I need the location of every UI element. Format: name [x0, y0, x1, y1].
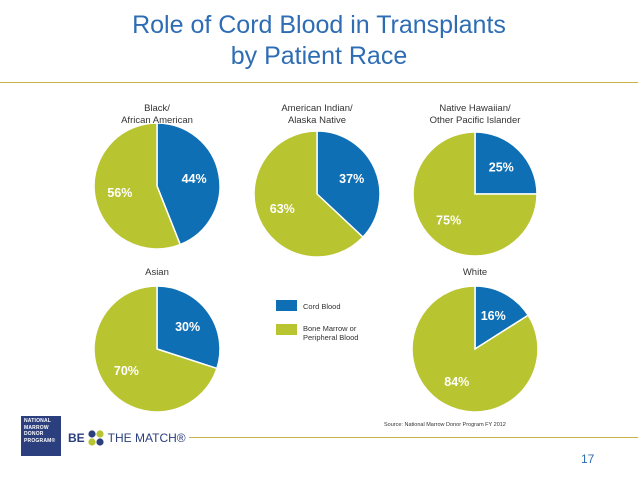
legend: Cord Blood Bone Marrow or Peripheral Blo…	[276, 300, 358, 342]
pie-2-slice-bone-marrow	[253, 130, 364, 258]
pie-1-caption-line-2: African American	[121, 115, 193, 126]
pie-2-label-cord-blood: 37%	[339, 172, 364, 186]
btm-logo-text: THE MATCH®	[107, 431, 186, 445]
pie-5-slice-cord-blood	[474, 285, 530, 351]
nmdp-logo-line-2: MARROW	[24, 424, 49, 431]
pie-4-label-cord-blood: 30%	[175, 320, 200, 334]
pie-3-label-bone-marrow: 75%	[436, 213, 461, 227]
legend-label-bone-marrow-line-1: Bone Marrow or	[303, 324, 357, 333]
pie-1-caption-line-1: Black/	[144, 103, 170, 114]
legend-label-bone-marrow-line-2: Peripheral Blood	[303, 333, 358, 342]
slide-title: Role of Cord Blood in Transplants by Pat…	[0, 10, 638, 72]
pie-4-slice-bone-marrow	[93, 285, 218, 413]
slide-title-line-2: by Patient Race	[230, 42, 408, 70]
pie-1-label-cord-blood: 44%	[182, 172, 207, 186]
nmdp-logo-line-1: NATIONAL	[24, 418, 52, 424]
footer-divider	[189, 437, 638, 438]
pie-5-slice-bone-marrow	[411, 285, 539, 413]
title-divider	[0, 82, 638, 83]
legend-swatch-cord-blood	[276, 300, 297, 311]
pie-3-label-cord-blood: 25%	[489, 161, 514, 175]
legend-label-cord-blood: Cord Blood	[303, 302, 341, 311]
pie-3-caption-line-1: Native Hawaiian/	[439, 103, 511, 114]
pie-5-label-bone-marrow: 84%	[444, 375, 469, 389]
pie-1-slice-cord-blood	[156, 122, 221, 246]
nmdp-logo-line-3: DONOR	[24, 431, 44, 438]
pie-2-slice-cord-blood	[316, 130, 381, 239]
pie-2-label-bone-marrow: 63%	[270, 202, 295, 216]
pie-5-label-cord-blood: 16%	[481, 309, 506, 323]
pie-3-caption-line-2: Other Pacific Islander	[430, 115, 521, 126]
pie-3-slice-cord-blood	[474, 131, 538, 195]
pie-2-caption-line-1: American Indian/	[281, 103, 353, 114]
pie-3-slice-bone-marrow	[412, 131, 538, 257]
pie-4-caption-line-1: Asian	[145, 267, 169, 278]
nmdp-logo: NATIONAL MARROW DONOR PROGRAM®	[21, 416, 61, 456]
pie-5-caption-line-1: White	[463, 267, 487, 278]
nmdp-logo-line-4: PROGRAM®	[24, 437, 56, 444]
pie-1-slice-bone-marrow	[93, 122, 182, 250]
pie-4-label-bone-marrow: 70%	[114, 364, 139, 378]
source-note: Source: National Marrow Donor Program FY…	[384, 422, 506, 428]
btm-logo-be: BE	[68, 431, 85, 445]
pie-2-caption-line-2: Alaska Native	[288, 115, 346, 126]
be-the-match-logo: BE THE MATCH®	[68, 429, 186, 447]
legend-swatch-bone-marrow	[276, 324, 297, 335]
pie-4-slice-cord-blood	[156, 285, 221, 370]
be-the-match-mark-icon	[88, 430, 104, 446]
slide-title-line-1: Role of Cord Blood in Transplants	[132, 11, 506, 39]
page-number: 17	[581, 452, 595, 466]
pie-1-label-bone-marrow: 56%	[107, 186, 132, 200]
